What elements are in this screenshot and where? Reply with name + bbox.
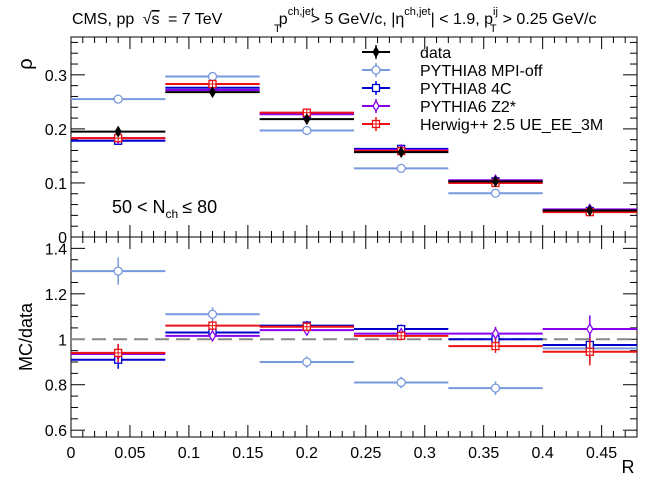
- data-point: [490, 383, 501, 393]
- bottom-y-tick-label: 1: [58, 332, 67, 349]
- data-point: [491, 175, 500, 188]
- data-point: [302, 322, 311, 331]
- x-tick-label: 0.45: [586, 445, 617, 462]
- top-y-tick-label: 0: [58, 230, 67, 247]
- x-tick-label: 0.3: [414, 445, 436, 462]
- data-point: [585, 347, 594, 356]
- nch-annotation: 50 < Nch ≤ 80: [112, 197, 217, 221]
- bottom-axis: 0.6 0.8 1 1.2 1.4 0 0.05 0.1 0.15 0.2 0.25 0.3 0.35 0…: [45, 236, 638, 462]
- legend-entry: Herwig++ 2.5 UE_EE_3M: [362, 117, 603, 134]
- x-tick-label: 0.1: [178, 445, 200, 462]
- legend-label: PYTHIA8 4C: [420, 81, 512, 98]
- bottom-y-axis-label: MC/data: [16, 302, 36, 371]
- top-plot-area: [71, 71, 637, 217]
- data-point: [208, 321, 217, 330]
- x-tick-label: 0.2: [296, 445, 318, 462]
- top-axis: 0 0.1 0.2 0.3: [45, 37, 638, 247]
- data-point: [208, 86, 217, 99]
- series-top-2: [71, 83, 637, 216]
- series-top-0: [71, 71, 637, 217]
- data-point: [208, 329, 217, 343]
- x-tick-label: 0.05: [114, 445, 145, 462]
- legend-entry: PYTHIA8 4C: [362, 81, 512, 98]
- top-y-tick-label: 0.3: [45, 68, 67, 85]
- top-y-axis-label: ρ: [15, 58, 37, 69]
- legend-marker: [371, 65, 381, 75]
- data-point: [302, 357, 312, 367]
- header-left: CMS, pp √s = 7 TeV: [72, 11, 223, 28]
- legend-entry: PYTHIA8 MPI-off: [362, 63, 543, 80]
- bottom-panel-frame: [70, 236, 638, 438]
- legend-label: data: [420, 45, 451, 62]
- data-point: [396, 163, 406, 174]
- data-point: [586, 322, 594, 336]
- x-tick-label: 0.25: [350, 445, 381, 462]
- header-cuts: pch,jet T> 5 GeV/c, |ηch,jet| < 1.9, pij T…: [274, 6, 596, 35]
- legend-label: Herwig++ 2.5 UE_EE_3M: [420, 117, 603, 134]
- data-point: [491, 341, 500, 351]
- data-point: [397, 331, 406, 341]
- x-axis-label: R: [622, 457, 635, 477]
- data-point: [397, 146, 405, 159]
- data-point: [207, 71, 218, 82]
- data-point: [114, 348, 123, 358]
- data-point: [491, 327, 500, 340]
- legend-entry: PYTHIA6 Z2*: [362, 99, 516, 116]
- legend-marker: [372, 46, 380, 58]
- legend-label: PYTHIA8 MPI-off: [420, 63, 543, 80]
- x-tick-label: 0.15: [232, 445, 263, 462]
- legend-marker: [372, 99, 380, 113]
- data-point: [586, 204, 594, 217]
- bottom-y-tick-label: 1.4: [45, 241, 67, 258]
- bottom-y-tick-label: 1.2: [45, 287, 67, 304]
- top-y-tick-label: 0.2: [45, 122, 67, 139]
- data-point: [302, 125, 312, 136]
- data-point: [396, 377, 406, 388]
- x-tick-label: 0.35: [468, 445, 499, 462]
- legend-entry: data: [362, 45, 451, 62]
- data-point: [303, 113, 311, 126]
- legend-marker: [371, 119, 381, 129]
- data-point: [114, 125, 122, 138]
- bottom-y-tick-label: 0.8: [45, 378, 67, 395]
- x-tick-label: 0.4: [532, 445, 554, 462]
- x-tick-label: 0: [67, 445, 76, 462]
- top-y-tick-label: 0.1: [45, 176, 67, 193]
- data-point: [113, 266, 123, 276]
- series-bottom-3: [71, 321, 637, 366]
- legend-label: PYTHIA6 Z2*: [420, 99, 516, 116]
- data-point: [113, 94, 123, 104]
- legend-marker: [371, 83, 381, 93]
- series-top-4: [71, 86, 637, 217]
- data-point: [490, 188, 501, 198]
- data-point: [207, 309, 218, 319]
- bottom-plot-area: [71, 257, 637, 395]
- bottom-y-tick-label: 0.6: [45, 423, 67, 440]
